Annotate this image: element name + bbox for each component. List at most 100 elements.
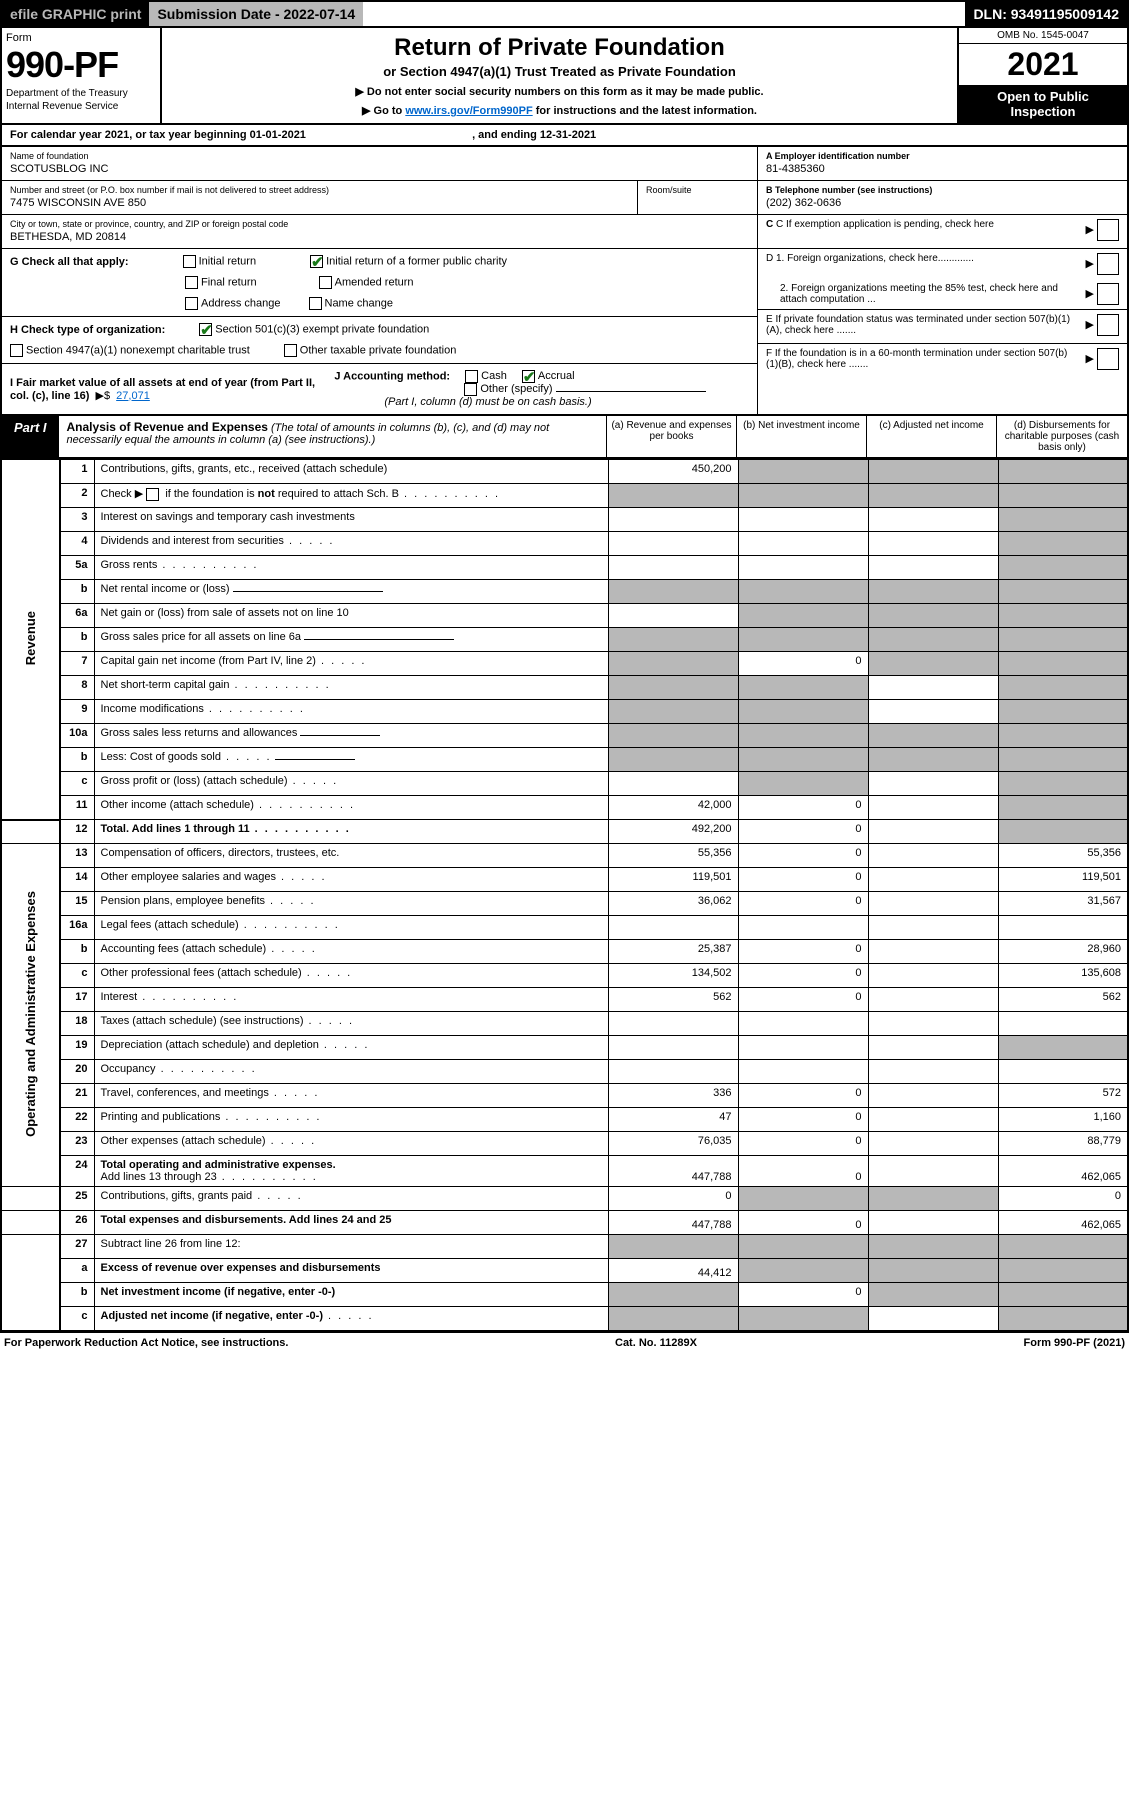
col-b-hdr: (b) Net investment income [737,416,867,457]
r10b-input[interactable] [275,759,355,760]
table-row: 18Taxes (attach schedule) (see instructi… [1,1012,1128,1036]
table-row: 14Other employee salaries and wages119,5… [1,868,1128,892]
r5b-input[interactable] [233,591,383,592]
form-number: 990-PF [6,44,156,86]
lines-table: Revenue 1 Contributions, gifts, grants, … [0,459,1129,1332]
title-sub: or Section 4947(a)(1) Trust Treated as P… [172,64,947,79]
g-final: Final return [201,276,257,288]
table-row: cOther professional fees (attach schedul… [1,964,1128,988]
open1: Open to Public [961,89,1125,104]
amended-return-checkbox[interactable] [319,276,332,289]
address-cell: Number and street (or P.O. box number if… [2,181,757,215]
d2-checkbox[interactable] [1097,283,1119,305]
title-main: Return of Private Foundation [172,34,947,62]
table-row: bAccounting fees (attach schedule)25,387… [1,940,1128,964]
table-row: 11Other income (attach schedule)42,0000 [1,796,1128,820]
cal-mid: , and ending [472,129,540,141]
h-check-row: H Check type of organization: Section 50… [2,317,757,364]
dln: DLN: 93491195009142 [965,2,1127,26]
a-label: A Employer identification number [766,151,1119,161]
page-footer: For Paperwork Reduction Act Notice, see … [0,1332,1129,1349]
c-label: C If exemption application is pending, c… [776,219,994,230]
initial-return-checkbox[interactable] [183,255,196,268]
title-note1: ▶ Do not enter social security numbers o… [172,85,947,98]
revenue-side-label: Revenue [1,460,60,820]
table-row: 7Capital gain net income (from Part IV, … [1,652,1128,676]
g-label: G Check all that apply: [10,256,129,268]
g-initial-former: Initial return of a former public charit… [326,255,507,267]
address-change-checkbox[interactable] [185,297,198,310]
table-row: 4Dividends and interest from securities [1,532,1128,556]
form990pf-link[interactable]: www.irs.gov/Form990PF [405,105,532,117]
note2-post: for instructions and the latest informat… [533,105,757,117]
g-name: Name change [325,297,394,309]
city-value: BETHESDA, MD 20814 [10,231,749,243]
header-right: OMB No. 1545-0047 2021 Open to Public In… [957,28,1127,123]
schb-checkbox[interactable] [146,488,159,501]
i-label: I Fair market value of all assets at end… [10,377,315,402]
j-accrual-checkbox[interactable] [522,370,535,383]
ij-row: I Fair market value of all assets at end… [2,364,757,414]
table-row: 3Interest on savings and temporary cash … [1,508,1128,532]
table-row: 6aNet gain or (loss) from sale of assets… [1,604,1128,628]
d2-label: 2. Foreign organizations meeting the 85%… [766,283,1085,305]
h-other: Other taxable private foundation [300,344,457,356]
table-row: aExcess of revenue over expenses and dis… [1,1259,1128,1283]
h-other-checkbox[interactable] [284,344,297,357]
table-row: bNet investment income (if negative, ent… [1,1283,1128,1307]
table-row: 5aGross rents [1,556,1128,580]
table-row: 17Interest5620562 [1,988,1128,1012]
i-value-link[interactable]: 27,071 [116,390,150,402]
c-cell: C C If exemption application is pending,… [758,215,1127,249]
e-label: E If private foundation status was termi… [766,314,1085,336]
table-row: 20Occupancy [1,1060,1128,1084]
name-label: Name of foundation [10,151,749,161]
h-label: H Check type of organization: [10,324,165,336]
part1-header: Part I Analysis of Revenue and Expenses … [0,416,1129,459]
dept-irs: Internal Revenue Service [6,101,156,112]
topbar: efile GRAPHIC print Submission Date - 20… [0,0,1129,28]
h-4947-checkbox[interactable] [10,344,23,357]
open2: Inspection [961,104,1125,119]
table-row: cGross profit or (loss) (attach schedule… [1,772,1128,796]
header-mid: Return of Private Foundation or Section … [162,28,957,123]
calendar-year-row: For calendar year 2021, or tax year begi… [0,125,1129,147]
col-a-hdr: (a) Revenue and expenses per books [607,416,737,457]
cal-begin: 01-01-2021 [250,129,306,141]
j-cash: Cash [481,370,507,382]
h-501c3-checkbox[interactable] [199,323,212,336]
city-label: City or town, state or province, country… [10,219,749,229]
cal-pre: For calendar year 2021, or tax year begi… [10,129,250,141]
j-other-checkbox[interactable] [464,383,477,396]
e-checkbox[interactable] [1097,314,1119,336]
header-left: Form 990-PF Department of the Treasury I… [2,28,162,123]
c-checkbox[interactable] [1097,219,1119,241]
j-label: J Accounting method: [334,370,450,382]
a-value: 81-4385360 [766,163,1119,175]
r6b-input[interactable] [304,639,454,640]
g-check-row: G Check all that apply: Initial return I… [2,249,757,317]
name-change-checkbox[interactable] [309,297,322,310]
table-row: 2 Check ▶ if the foundation is not requi… [1,484,1128,508]
initial-former-checkbox[interactable] [310,255,323,268]
final-return-checkbox[interactable] [185,276,198,289]
g-initial: Initial return [199,255,256,267]
id-left: Name of foundation SCOTUSBLOG INC Number… [2,147,757,414]
j-other-input[interactable] [556,391,706,392]
note2-pre: ▶ Go to [362,105,405,117]
j-cash-checkbox[interactable] [465,370,478,383]
f-checkbox[interactable] [1097,348,1119,370]
d1-checkbox[interactable] [1097,253,1119,275]
g-addr: Address change [201,297,281,309]
footer-left: For Paperwork Reduction Act Notice, see … [4,1337,288,1349]
j-accrual: Accrual [538,370,575,382]
expenses-side-label: Operating and Administrative Expenses [1,844,60,1187]
room-label: Room/suite [637,181,757,214]
table-row: 25Contributions, gifts, grants paid00 [1,1187,1128,1211]
addr-value: 7475 WISCONSIN AVE 850 [10,197,629,209]
b-value: (202) 362-0636 [766,197,1119,209]
table-row: 27Subtract line 26 from line 12: [1,1235,1128,1259]
omb-number: OMB No. 1545-0047 [959,28,1127,44]
f-label: F If the foundation is in a 60-month ter… [766,348,1085,370]
r10a-input[interactable] [300,735,380,736]
